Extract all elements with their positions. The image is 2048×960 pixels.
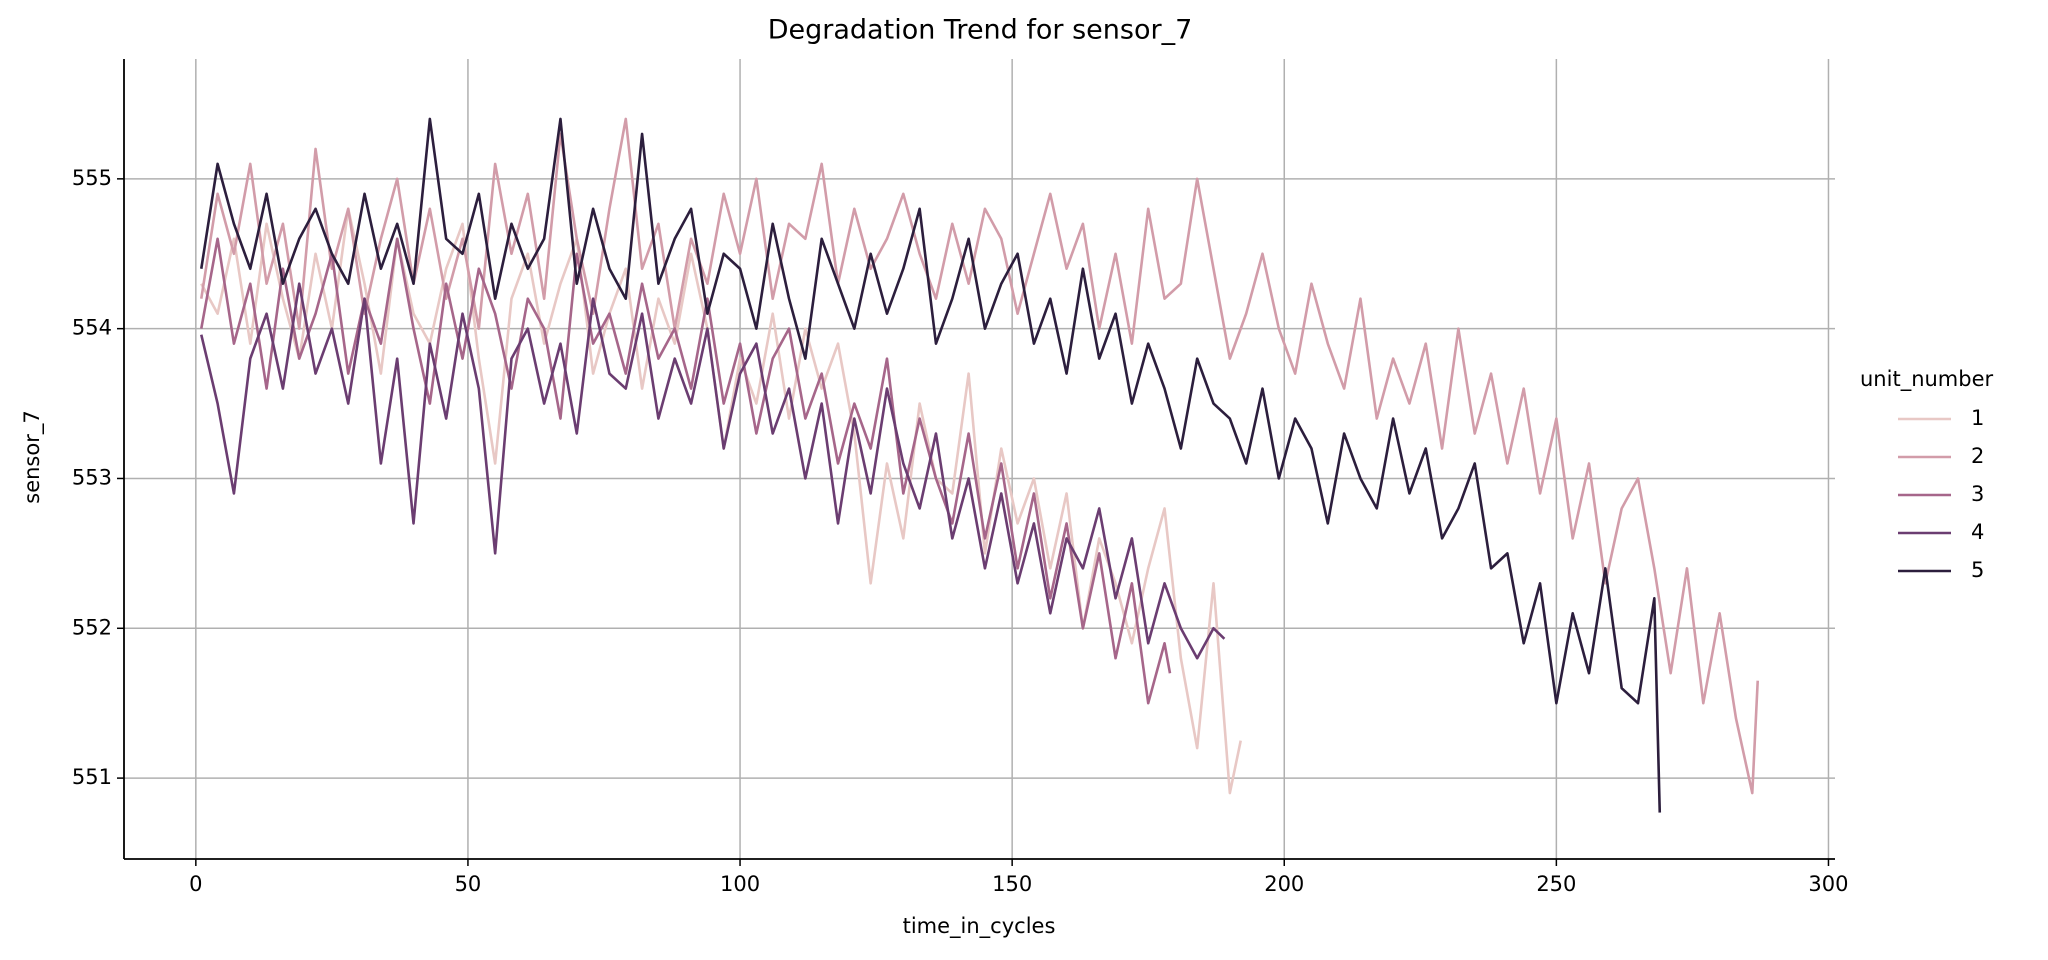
series-line [200,282,1226,660]
x-tick-label: 300 [1808,872,1848,896]
y-tick-label: 552 [72,615,112,639]
legend-label: 4 [1971,520,1984,544]
x-tick-label: 200 [1264,872,1304,896]
legend-label: 3 [1971,482,1984,506]
x-tick-label: 250 [1536,872,1576,896]
legend-label: 5 [1971,558,1984,582]
x-axis-label: time_in_cycles [903,914,1056,939]
series-line [199,117,1760,795]
y-tick-label: 551 [72,765,112,789]
x-tick-label: 50 [455,872,482,896]
series-line [199,117,1662,813]
legend-label: 2 [1971,444,1984,468]
y-axis-label: sensor_7 [20,410,45,503]
chart-title: Degradation Trend for sensor_7 [768,15,1193,46]
series-line [200,207,1242,795]
legend-title: unit_number [1860,367,1994,392]
x-tick-label: 150 [992,872,1032,896]
series-line [200,237,1172,705]
x-tick-label: 0 [189,872,202,896]
legend-label: 1 [1971,406,1984,430]
y-tick-label: 553 [72,465,112,489]
y-tick-label: 555 [72,166,112,190]
y-tick-label: 554 [72,316,112,340]
x-tick-label: 100 [720,872,760,896]
